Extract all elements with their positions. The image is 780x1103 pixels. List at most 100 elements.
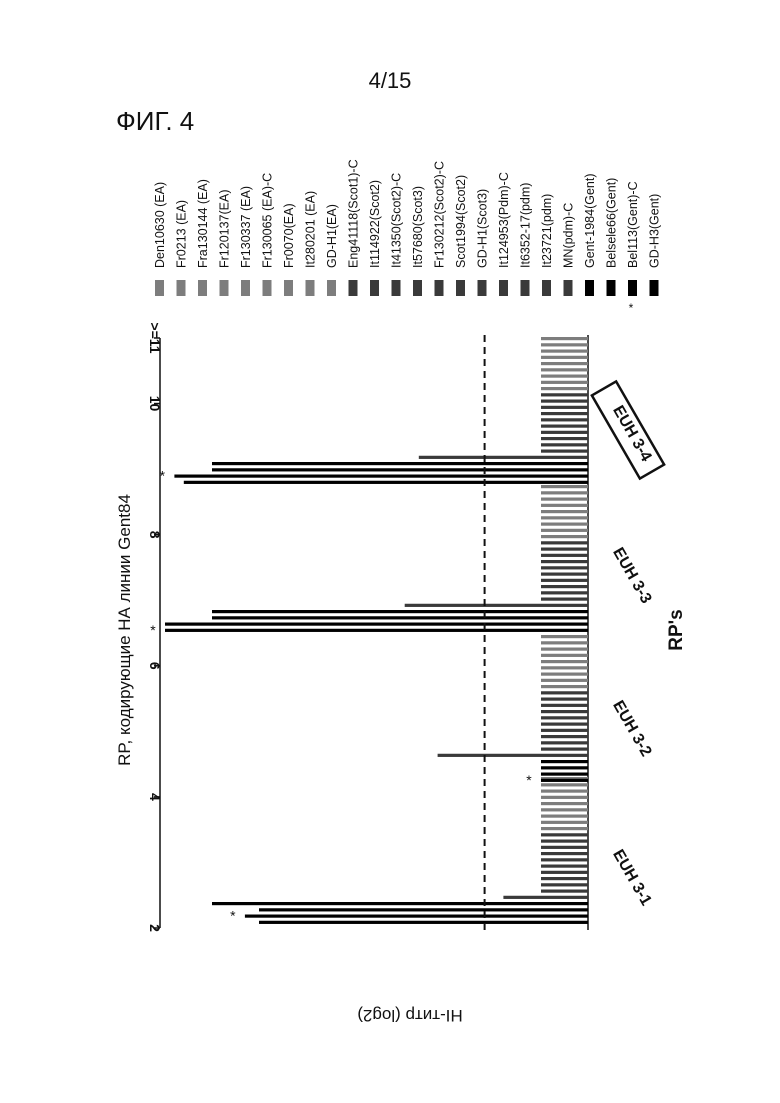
bar <box>541 635 588 638</box>
legend-marker: * <box>629 301 634 315</box>
legend-swatch <box>284 280 293 296</box>
legend-entry-label: Belsele66(Gent) <box>605 178 619 268</box>
bar <box>438 754 588 757</box>
bar <box>541 529 588 532</box>
bar <box>541 541 588 544</box>
bar <box>541 387 588 390</box>
value-tick-label: >=11 <box>147 322 163 353</box>
bar <box>541 748 588 751</box>
x-axis-label: RP's <box>666 609 687 650</box>
bar <box>541 400 588 403</box>
bar <box>541 840 588 843</box>
bar <box>541 704 588 707</box>
legend-entry-label: It41350(Scot2)-C <box>390 173 404 268</box>
legend-entry-label: Den10630 (EA) <box>153 182 167 268</box>
bar <box>405 604 588 607</box>
bar <box>541 802 588 805</box>
significance-marker: * <box>526 772 532 788</box>
legend-swatch <box>198 280 207 296</box>
legend-entry-label: MN(pdm)-C <box>562 203 576 268</box>
bar <box>541 641 588 644</box>
bar <box>541 666 588 669</box>
bar <box>541 679 588 682</box>
legend-entry-label: GD-H1(EA) <box>325 204 339 268</box>
bar <box>541 760 588 763</box>
bar <box>541 710 588 713</box>
bar <box>541 883 588 886</box>
bar <box>541 554 588 557</box>
category-label: EUH 3-1 <box>609 847 654 909</box>
bar <box>245 915 588 918</box>
bar <box>541 890 588 893</box>
y-axis-label: HI-титр (log2) <box>357 1006 462 1025</box>
legend-swatch <box>306 280 315 296</box>
bar <box>541 579 588 582</box>
legend-swatch <box>177 280 186 296</box>
legend-entry-label: Scot1994(Scot2) <box>454 175 468 268</box>
bar <box>541 858 588 861</box>
bar <box>541 833 588 836</box>
bar <box>212 468 588 471</box>
legend-swatch <box>413 280 422 296</box>
bars-group: **** <box>150 335 588 930</box>
bar <box>541 560 588 563</box>
bar <box>541 523 588 526</box>
bar <box>541 362 588 365</box>
bar <box>541 418 588 421</box>
bar <box>541 716 588 719</box>
bar <box>541 350 588 353</box>
bar <box>541 412 588 415</box>
bar <box>541 783 588 786</box>
bar <box>259 921 588 924</box>
bar <box>541 660 588 663</box>
bar <box>541 815 588 818</box>
legend-swatch <box>349 280 358 296</box>
bar <box>541 779 588 782</box>
legend-entry-label: Eng41118(Scot1)-C <box>347 159 361 268</box>
legend-swatch <box>456 280 465 296</box>
x-axis-label-group: RP's <box>666 609 687 650</box>
bar <box>541 343 588 346</box>
category-label: EUH 3-3 <box>609 545 654 607</box>
bar <box>419 456 588 459</box>
bar <box>541 871 588 874</box>
bar <box>541 573 588 576</box>
legend-entry-label: Fra130144 (EA) <box>196 179 210 268</box>
legend-swatch <box>370 280 379 296</box>
bar <box>541 691 588 694</box>
legend-swatch <box>435 280 444 296</box>
bar <box>541 598 588 601</box>
legend-swatch <box>628 280 637 296</box>
bar <box>174 475 588 478</box>
legend-swatch <box>327 280 336 296</box>
chart-title-group: RP, кодирующие НА линии Gent84 <box>115 494 134 766</box>
bar <box>541 654 588 657</box>
value-tick-label: 4 <box>147 793 163 801</box>
bar <box>541 729 588 732</box>
significance-marker: * <box>150 622 156 638</box>
bar <box>541 865 588 868</box>
bar <box>541 510 588 513</box>
category-label: EUH 3-2 <box>609 698 654 760</box>
legend-swatch <box>478 280 487 296</box>
bar <box>541 431 588 434</box>
legend-swatch <box>650 280 659 296</box>
legend-entry-label: It114922(Scot2) <box>368 180 382 268</box>
bar <box>541 790 588 793</box>
bar <box>541 773 588 776</box>
legend-swatch <box>585 280 594 296</box>
bar <box>212 902 588 905</box>
bar <box>541 566 588 569</box>
bar <box>541 852 588 855</box>
bar <box>541 356 588 359</box>
bar <box>541 381 588 384</box>
legend-entry-label: Gent-1984(Gent) <box>583 174 597 269</box>
legend-entry-label: Fr0070(EA) <box>282 203 296 268</box>
chart-title: RP, кодирующие НА линии Gent84 <box>115 494 134 766</box>
bar <box>541 437 588 440</box>
value-tick-label: 2 <box>147 924 163 932</box>
legend-entry-label: Fr0213 (EA) <box>175 200 189 268</box>
legend-entry-label: It6352-17(pdm) <box>519 183 533 268</box>
legend-swatch <box>155 280 164 296</box>
